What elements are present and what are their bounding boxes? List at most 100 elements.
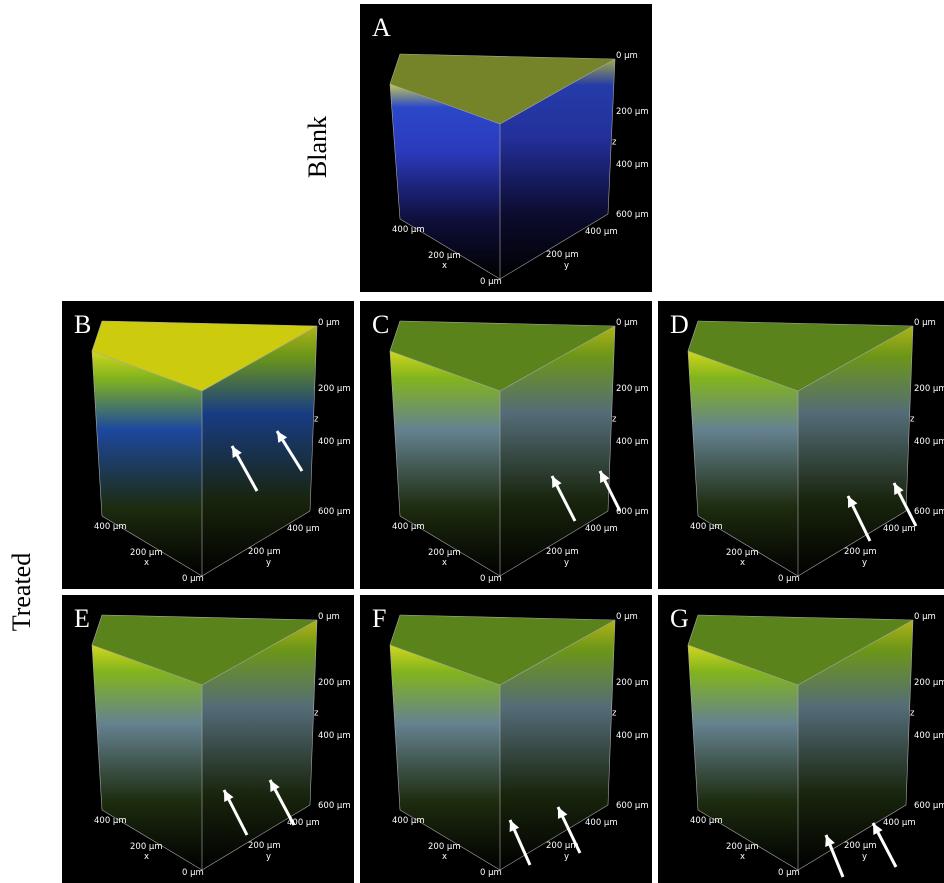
z-tick-label: 0 µm — [616, 612, 638, 622]
origin-label: 0 µm — [480, 277, 502, 287]
panel-letter: G — [670, 604, 689, 633]
origin-label: 0 µm — [182, 574, 204, 584]
z-axis-label: z — [314, 709, 319, 719]
y-tick-label: 400 µm — [883, 524, 916, 534]
z-tick-label: 400 µm — [616, 160, 649, 170]
z-tick-label: 600 µm — [318, 507, 351, 517]
z-tick-label: 0 µm — [616, 318, 638, 328]
z-axis-label: z — [612, 709, 617, 719]
z-tick-label: 200 µm — [318, 384, 351, 394]
x-tick-label: 400 µm — [94, 522, 127, 532]
x-axis-label: x — [442, 261, 447, 271]
z-axis-label: z — [612, 138, 617, 148]
x-tick-label: 400 µm — [392, 522, 425, 532]
origin-label: 0 µm — [480, 868, 502, 878]
x-tick-label: 400 µm — [690, 522, 723, 532]
panel-letter: C — [372, 310, 389, 339]
z-tick-label: 600 µm — [616, 210, 649, 220]
x-tick-label: 400 µm — [392, 225, 425, 235]
panel: F0 µm200 µm400 µm600 µmz400 µm200 µmx400… — [360, 595, 652, 883]
y-axis-label: y — [564, 558, 569, 568]
z-tick-label: 600 µm — [616, 507, 649, 517]
z-tick-label: 400 µm — [914, 731, 944, 741]
z-tick-label: 400 µm — [616, 437, 649, 447]
volume-render: G0 µm200 µm400 µm600 µmz400 µm200 µmx400… — [658, 595, 944, 883]
z-tick-label: 200 µm — [616, 384, 649, 394]
z-axis-label: z — [612, 415, 617, 425]
z-tick-label: 0 µm — [914, 318, 936, 328]
row-label-blank: Blank — [303, 107, 333, 187]
x-axis-label: x — [442, 558, 447, 568]
x-axis-label: x — [144, 558, 149, 568]
x-axis-label: x — [144, 852, 149, 862]
z-tick-label: 0 µm — [616, 51, 638, 61]
panel-letter: A — [372, 13, 391, 42]
x-tick-label: 200 µm — [726, 548, 759, 558]
x-tick-label: 400 µm — [392, 816, 425, 826]
y-tick-label: 200 µm — [546, 547, 579, 557]
y-tick-label: 200 µm — [844, 547, 877, 557]
x-tick-label: 200 µm — [726, 842, 759, 852]
y-tick-label: 200 µm — [844, 841, 877, 851]
z-tick-label: 0 µm — [914, 612, 936, 622]
x-tick-label: 200 µm — [428, 548, 461, 558]
z-axis-label: z — [910, 415, 915, 425]
y-tick-label: 400 µm — [287, 524, 320, 534]
y-tick-label: 400 µm — [585, 818, 618, 828]
x-tick-label: 200 µm — [130, 548, 163, 558]
y-tick-label: 400 µm — [585, 524, 618, 534]
x-tick-label: 200 µm — [428, 251, 461, 261]
y-axis-label: y — [564, 852, 569, 862]
panel: E0 µm200 µm400 µm600 µmz400 µm200 µmx400… — [62, 595, 354, 883]
z-tick-label: 0 µm — [318, 318, 340, 328]
origin-label: 0 µm — [778, 574, 800, 584]
x-tick-label: 400 µm — [690, 816, 723, 826]
figure: Blank Treated A0 µm200 µm400 µm600 µmz40… — [0, 0, 944, 882]
origin-label: 0 µm — [480, 574, 502, 584]
y-tick-label: 200 µm — [546, 250, 579, 260]
panel-letter: E — [74, 604, 90, 633]
volume-render: F0 µm200 µm400 µm600 µmz400 µm200 µmx400… — [360, 595, 652, 883]
z-tick-label: 600 µm — [318, 801, 351, 811]
panel: B0 µm200 µm400 µm600 µmz400 µm200 µmx400… — [62, 301, 354, 589]
z-tick-label: 200 µm — [318, 678, 351, 688]
z-axis-label: z — [314, 415, 319, 425]
z-tick-label: 600 µm — [914, 507, 944, 517]
z-tick-label: 600 µm — [616, 801, 649, 811]
y-axis-label: y — [266, 852, 271, 862]
z-tick-label: 400 µm — [616, 731, 649, 741]
z-tick-label: 200 µm — [616, 678, 649, 688]
x-tick-label: 200 µm — [428, 842, 461, 852]
z-tick-label: 200 µm — [914, 678, 944, 688]
y-tick-label: 200 µm — [248, 547, 281, 557]
x-tick-label: 200 µm — [130, 842, 163, 852]
x-axis-label: x — [740, 852, 745, 862]
x-axis-label: x — [442, 852, 447, 862]
y-axis-label: y — [564, 261, 569, 271]
y-axis-label: y — [266, 558, 271, 568]
z-tick-label: 0 µm — [318, 612, 340, 622]
panel: G0 µm200 µm400 µm600 µmz400 µm200 µmx400… — [658, 595, 944, 883]
origin-label: 0 µm — [778, 868, 800, 878]
z-tick-label: 200 µm — [914, 384, 944, 394]
z-tick-label: 400 µm — [318, 731, 351, 741]
panel-letter: F — [372, 604, 386, 633]
y-tick-label: 400 µm — [585, 227, 618, 237]
volume-render: D0 µm200 µm400 µm600 µmz400 µm200 µmx400… — [658, 301, 944, 589]
x-tick-label: 400 µm — [94, 816, 127, 826]
y-axis-label: y — [862, 852, 867, 862]
y-axis-label: y — [862, 558, 867, 568]
z-axis-label: z — [910, 709, 915, 719]
z-tick-label: 400 µm — [318, 437, 351, 447]
panel-letter: D — [670, 310, 689, 339]
z-tick-label: 600 µm — [914, 801, 944, 811]
z-tick-label: 400 µm — [914, 437, 944, 447]
x-axis-label: x — [740, 558, 745, 568]
panel-letter: B — [74, 310, 91, 339]
origin-label: 0 µm — [182, 868, 204, 878]
